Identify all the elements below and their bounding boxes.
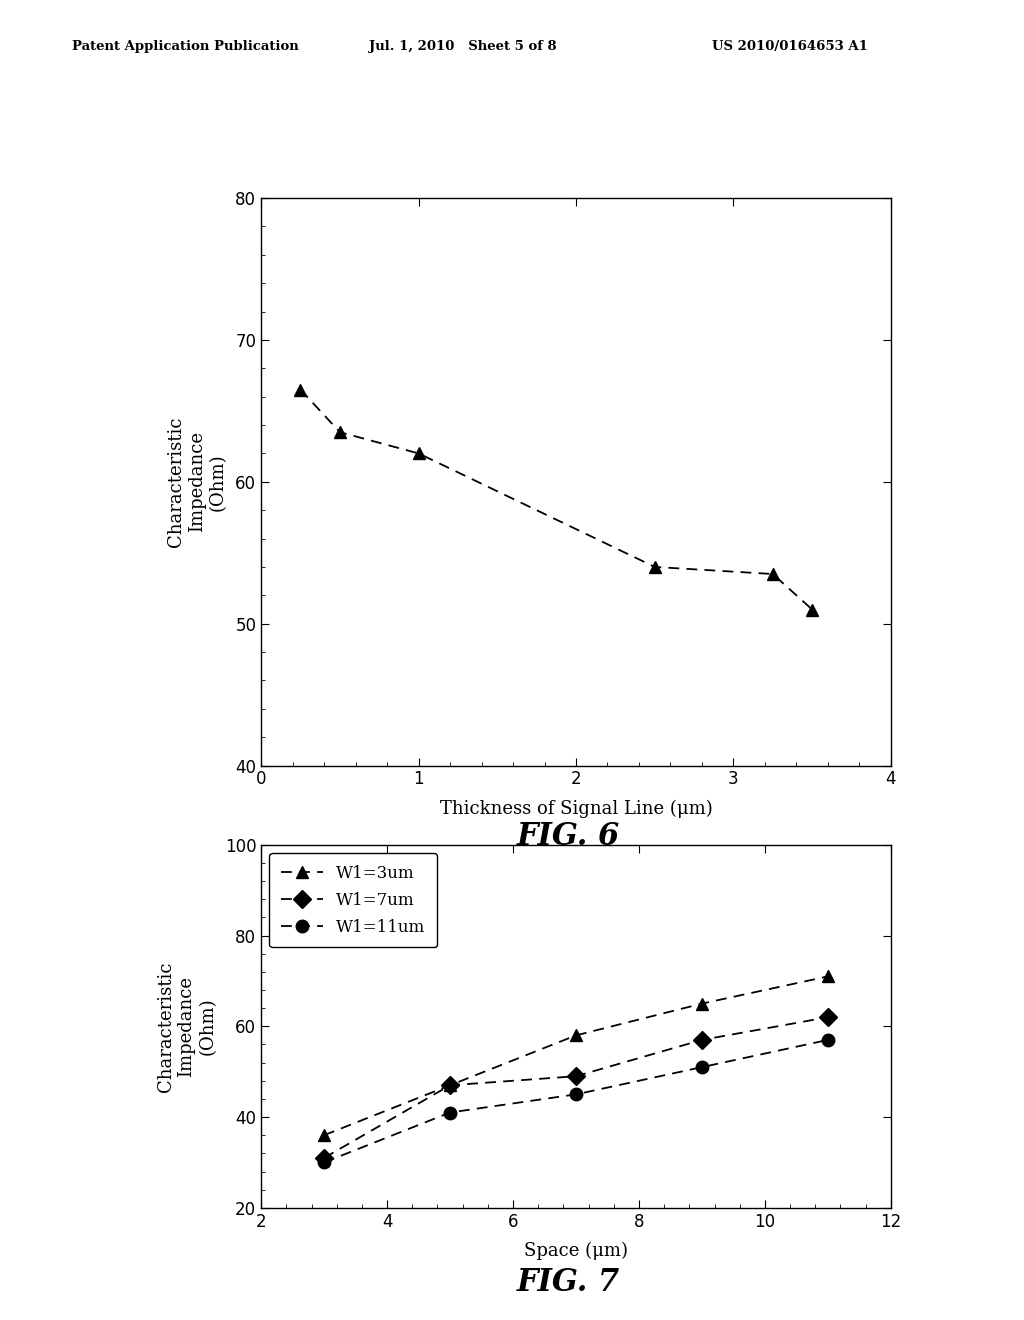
- W1=11um: [696, 1059, 709, 1074]
- W1=3um: [444, 1077, 457, 1093]
- W1=11um: [569, 1086, 582, 1102]
- X-axis label: Thickness of Signal Line (μm): Thickness of Signal Line (μm): [439, 800, 713, 818]
- Y-axis label: Characteristic
Impedance
(Ohm): Characteristic Impedance (Ohm): [167, 417, 227, 546]
- W1=7um: [821, 1010, 834, 1026]
- W1=11um: [444, 1105, 457, 1121]
- W1=7um: [317, 1150, 330, 1166]
- Y-axis label: Characteristic
Impedance
(Ohm): Characteristic Impedance (Ohm): [157, 961, 216, 1092]
- W1=3um: [821, 969, 834, 985]
- Text: FIG. 6: FIG. 6: [517, 821, 620, 851]
- Text: Jul. 1, 2010   Sheet 5 of 8: Jul. 1, 2010 Sheet 5 of 8: [369, 40, 556, 53]
- Line: W1=11um: W1=11um: [317, 1034, 835, 1168]
- W1=7um: [444, 1077, 457, 1093]
- Line: W1=3um: W1=3um: [317, 970, 835, 1142]
- Text: FIG. 7: FIG. 7: [517, 1267, 620, 1298]
- X-axis label: Space (μm): Space (μm): [524, 1242, 628, 1261]
- W1=7um: [569, 1068, 582, 1084]
- Legend: W1=3um, W1=7um, W1=11um: W1=3um, W1=7um, W1=11um: [269, 853, 437, 948]
- W1=3um: [696, 995, 709, 1011]
- W1=3um: [569, 1027, 582, 1043]
- W1=7um: [696, 1032, 709, 1048]
- W1=3um: [317, 1127, 330, 1143]
- W1=11um: [821, 1032, 834, 1048]
- Text: Patent Application Publication: Patent Application Publication: [72, 40, 298, 53]
- Text: US 2010/0164653 A1: US 2010/0164653 A1: [712, 40, 867, 53]
- W1=11um: [317, 1155, 330, 1171]
- Line: W1=7um: W1=7um: [317, 1011, 835, 1164]
